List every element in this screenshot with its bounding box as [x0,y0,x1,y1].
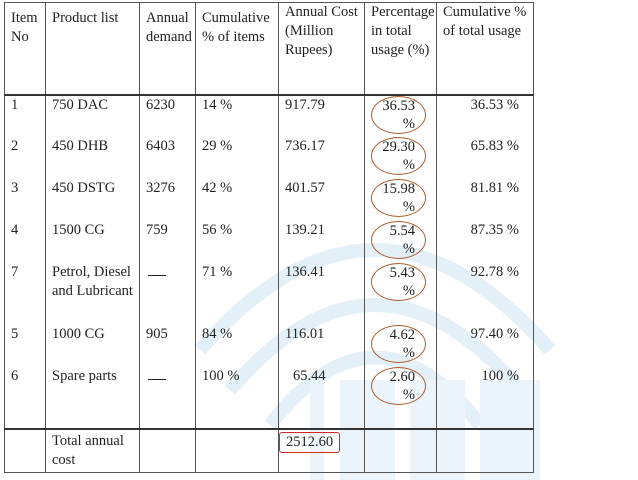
cost-cell: 136.41 [278,262,365,325]
demand-cell: 759 [139,220,196,263]
cum-usage-cell: 100 % [436,366,534,429]
cost-cell: 401.57 [278,178,365,221]
table-row: 6 Spare parts 100 % 65.44 2.60 % 100 % [4,366,630,429]
pct-cell: 15.98 % [371,178,426,217]
table-row: 1 750 DAC 6230 14 % 917.79 36.53 % 36.53… [4,94,630,137]
cum-items-cell: 42 % [195,178,279,221]
cost-cell: 736.17 [278,136,365,179]
cum-items-cell: 71 % [195,262,279,325]
pct-cell: 36.53 % [371,95,426,134]
demand-cell [139,262,196,325]
cum-usage-cell: 36.53 % [436,94,534,137]
total-label: Total annual cost [45,427,140,473]
table-row: 5 1000 CG 905 84 % 116.01 4.62 % 97.40 % [4,324,630,367]
pct-cell: 2.60 % [371,366,426,405]
abc-analysis-table: Item No Product list Annual demand Cumul… [4,2,630,473]
table-row: 2 450 DHB 6403 29 % 736.17 29.30 % 65.83… [4,136,630,179]
pct-cell: 5.54 % [371,220,426,259]
pct-cell: 29.30 % [371,136,426,175]
cum-usage-cell: 92.78 % [436,262,534,325]
product-cell: 750 DAC [45,94,140,137]
product-cell: 1500 CG [45,220,140,263]
item-no-cell: 7 [4,262,46,325]
product-cell: Spare parts [45,366,140,429]
cum-items-cell: 14 % [195,94,279,137]
header-cumulative-usage: Cumulative % of total usage [436,2,534,96]
cost-cell: 917.79 [278,94,365,137]
cost-cell: 65.44 [278,366,365,429]
pct-cell: 4.62 % [371,324,426,363]
demand-cell: 905 [139,324,196,367]
table-row: 7 Petrol, Diesel and Lubricant 71 % 136.… [4,262,630,325]
item-no-cell: 6 [4,366,46,429]
empty-dash [148,369,166,380]
table-row: 4 1500 CG 759 56 % 139.21 5.54 % 87.35 % [4,220,630,263]
item-no-cell: 4 [4,220,46,263]
product-cell: 1000 CG [45,324,140,367]
table-row: 3 450 DSTG 3276 42 % 401.57 15.98 % 81.8… [4,178,630,221]
item-no-cell: 2 [4,136,46,179]
cum-items-cell: 29 % [195,136,279,179]
cost-cell: 139.21 [278,220,365,263]
header-row: Item No Product list Annual demand Cumul… [4,2,630,96]
pct-cell: 5.43 % [371,262,426,301]
header-item-no: Item No [4,2,46,96]
total-value: 2512.60 [279,431,341,453]
cost-cell: 116.01 [278,324,365,367]
header-percentage-usage: Percentage in total usage (%) [364,2,437,96]
cum-usage-cell: 81.81 % [436,178,534,221]
demand-cell: 6403 [139,136,196,179]
header-annual-cost: Annual Cost (Million Rupees) [278,2,365,96]
cum-items-cell: 56 % [195,220,279,263]
item-no-cell: 3 [4,178,46,221]
cum-items-cell: 100 % [195,366,279,429]
empty-dash [148,265,166,276]
product-cell: Petrol, Diesel and Lubricant [45,262,140,325]
header-annual-demand: Annual demand [139,2,196,96]
demand-cell [139,366,196,429]
total-row: Total annual cost 2512.60 [4,427,630,473]
cum-items-cell: 84 % [195,324,279,367]
cum-usage-cell: 65.83 % [436,136,534,179]
header-cumulative-items: Cumulative % of items [195,2,279,96]
header-product-list: Product list [45,2,140,96]
item-no-cell: 5 [4,324,46,367]
cum-usage-cell: 97.40 % [436,324,534,367]
product-cell: 450 DHB [45,136,140,179]
demand-cell: 3276 [139,178,196,221]
cum-usage-cell: 87.35 % [436,220,534,263]
item-no-cell: 1 [4,94,46,137]
demand-cell: 6230 [139,94,196,137]
product-cell: 450 DSTG [45,178,140,221]
